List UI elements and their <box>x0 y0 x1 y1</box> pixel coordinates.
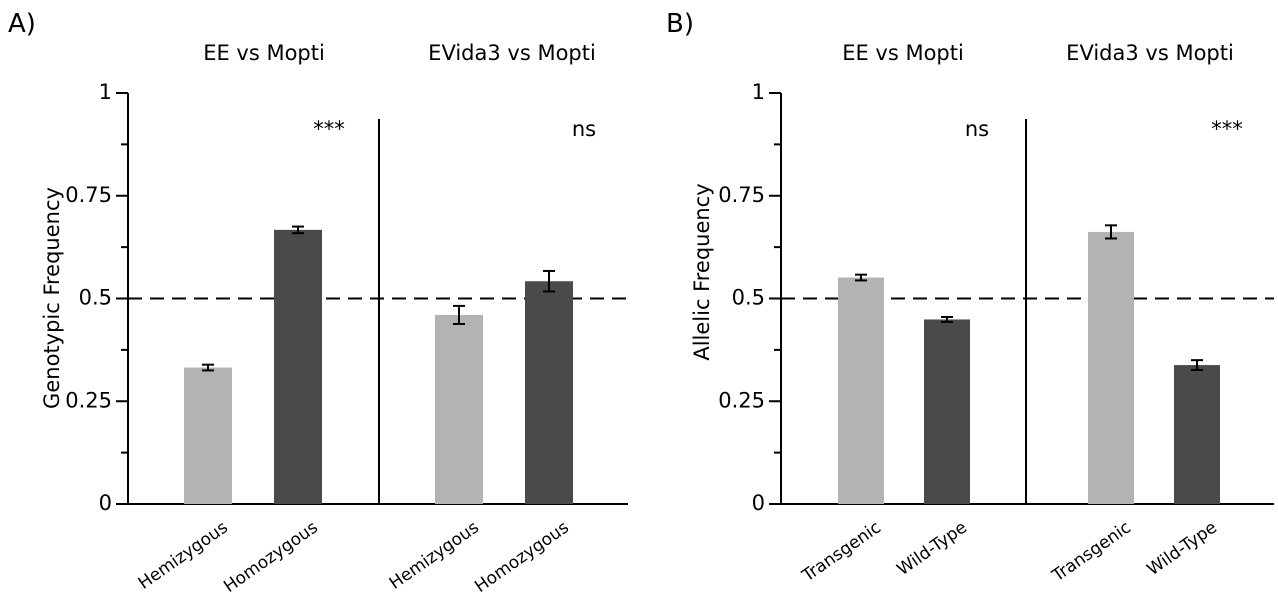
panel-a-bar <box>184 367 232 504</box>
panel-b-label: B) <box>666 9 694 39</box>
panel-a-label: A) <box>8 9 36 39</box>
panel-a-y-axis-label: Genotypic Frequency <box>40 187 64 409</box>
panel-a-y-tick-label: 0.75 <box>65 183 112 207</box>
panel-b-bar <box>1088 231 1134 504</box>
panel-a-x-category-label: Homozygous <box>220 517 322 597</box>
panel-b-bar <box>838 277 884 504</box>
panel-a-significance-label: ns <box>572 117 596 141</box>
panel-b-significance-label: ns <box>965 117 989 141</box>
panel-a-y-tick-label: 0 <box>99 491 112 515</box>
panel-a-x-category-label: Hemizygous <box>135 517 232 593</box>
panel-b-allelic-frequency-chart: B) Allelic Frequency 0 0.25 0.5 0.75 1 EE vs … <box>666 9 1274 587</box>
panel-b-y-axis-label: Allelic Frequency <box>690 183 714 360</box>
panel-b-y-tick-label: 0.5 <box>732 286 765 310</box>
panel-a-bar <box>274 229 322 504</box>
panel-b-x-category-label: Transgenic <box>1048 518 1135 587</box>
panel-a-bar <box>435 314 483 504</box>
panel-b-bar <box>1174 365 1220 504</box>
panel-a-bar <box>525 281 573 504</box>
panel-a-x-category-label: Hemizygous <box>386 517 483 593</box>
panel-a-group-title: EE vs Mopti <box>203 41 325 65</box>
panel-a-x-category-label: Homozygous <box>471 517 573 597</box>
panel-a-y-tick-label: 0.5 <box>79 286 112 310</box>
panel-b-x-category-label: Wild-Type <box>1144 518 1221 580</box>
panel-a-y-tick-label: 1 <box>99 80 112 104</box>
panel-b-group-title: EVida3 vs Mopti <box>1066 41 1234 65</box>
panel-b-y-tick-label: 1 <box>752 80 765 104</box>
panel-b-bar <box>924 319 970 504</box>
panel-b-x-category-label: Wild-Type <box>894 518 971 580</box>
panel-b-significance-label: *** <box>1211 117 1243 141</box>
panel-b-x-category-label: Transgenic <box>798 518 885 587</box>
panel-a-genotypic-frequency-chart: A) Genotypic Frequency 0 0.25 0.5 0.75 1 EE v… <box>8 9 628 597</box>
panel-b-y-tick-label: 0.75 <box>718 183 765 207</box>
panel-b-group-title: EE vs Mopti <box>842 41 964 65</box>
panel-a-y-tick-label: 0.25 <box>65 388 112 412</box>
panel-a-significance-label: *** <box>313 117 345 141</box>
panel-b-y-tick-label: 0 <box>752 491 765 515</box>
panel-a-group-title: EVida3 vs Mopti <box>428 41 596 65</box>
panel-b-y-tick-label: 0.25 <box>718 388 765 412</box>
